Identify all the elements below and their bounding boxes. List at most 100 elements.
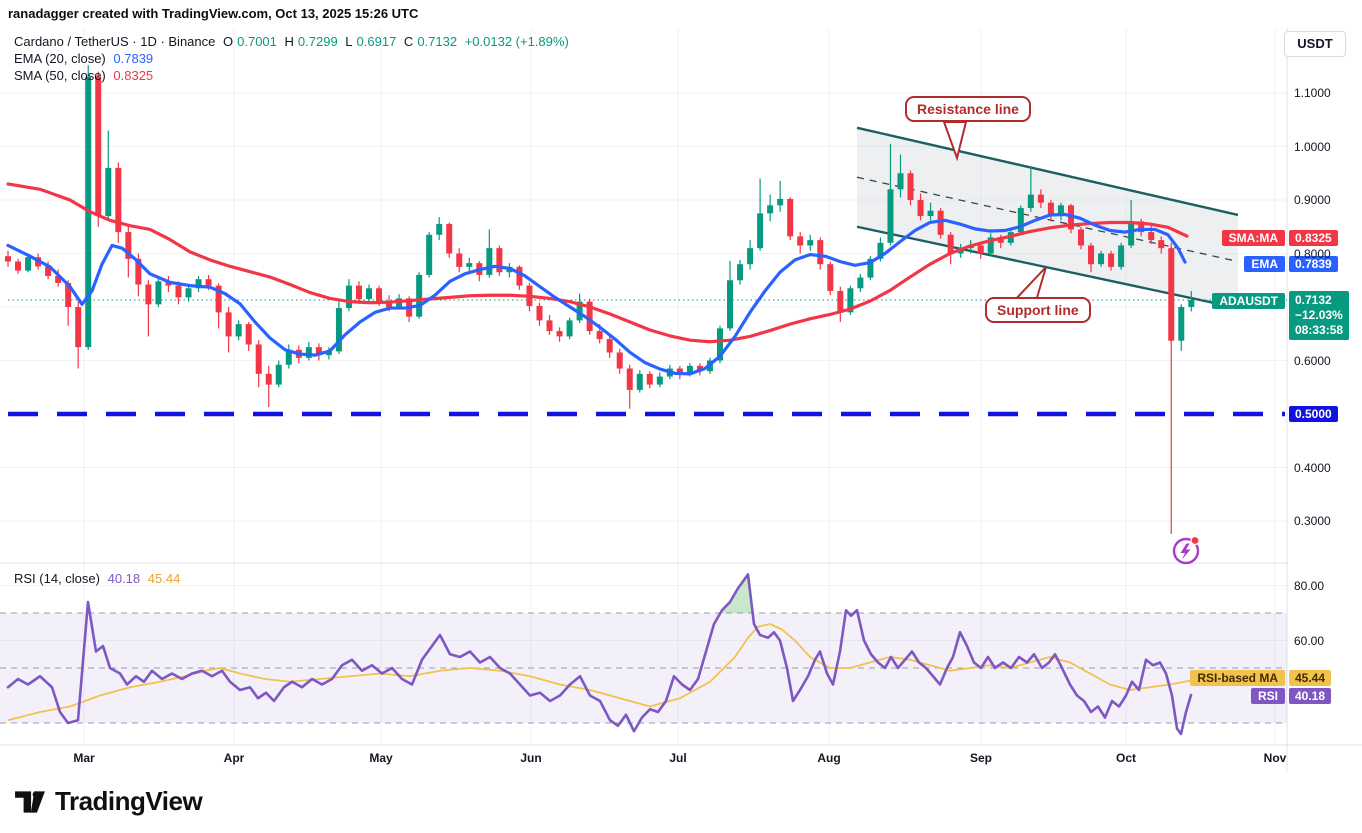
- candle-body: [566, 320, 573, 337]
- support-trendline[interactable]: [856, 225, 1239, 310]
- candle-body: [737, 264, 744, 281]
- candle-body: [175, 285, 182, 298]
- change-value: +0.0132 (+1.89%): [464, 34, 569, 49]
- rsi-ma-line[interactable]: [7, 623, 1192, 722]
- candle-body: [646, 373, 653, 385]
- candle-body: [155, 281, 162, 305]
- candle-body: [1128, 221, 1135, 246]
- candle-body: [1148, 232, 1155, 241]
- candle-body: [606, 339, 613, 353]
- candle-body: [75, 307, 82, 348]
- channel-midline[interactable]: [856, 176, 1239, 263]
- last-price-badge: 0.7132 −12.03% 08:33:58: [1289, 291, 1350, 340]
- open-label: O: [223, 34, 234, 49]
- candle-body: [596, 331, 603, 340]
- last-price-value: 0.7132: [1295, 293, 1332, 307]
- candle-body: [345, 285, 352, 309]
- sma-axis-label: SMA:MA: [1221, 230, 1285, 246]
- price-tick-label: 1.1000: [1294, 86, 1331, 100]
- candle-body: [777, 198, 784, 206]
- support-callout-tail: [1011, 266, 1047, 302]
- rsi-pane[interactable]: [0, 573, 1287, 736]
- price-tick-label: 1.0000: [1294, 139, 1331, 154]
- time-tick-label: Jul: [669, 751, 687, 765]
- low-value: 0.6917: [356, 34, 397, 49]
- candle-body: [1158, 240, 1165, 249]
- support-callout[interactable]: Support line: [985, 297, 1091, 323]
- tradingview-logo-glyph: [15, 790, 45, 813]
- rsi-line[interactable]: [6, 573, 1193, 736]
- candle-body: [516, 266, 523, 286]
- time-tick-label: Aug: [817, 751, 841, 765]
- rsi-axis-label: RSI: [1250, 688, 1285, 704]
- candle-body: [917, 200, 924, 217]
- close-label: C: [403, 34, 414, 49]
- symbol-axis-label: ADAUSDT: [1212, 293, 1285, 309]
- time-tick-label: Jun: [520, 751, 542, 765]
- candle-body: [125, 232, 132, 259]
- drawing-layer[interactable]: [942, 121, 1200, 565]
- resistance-trendline[interactable]: [856, 126, 1239, 217]
- candle-body: [877, 242, 884, 259]
- tradingview-logo[interactable]: TradingView: [14, 786, 203, 817]
- candle-body: [616, 352, 623, 369]
- bar-countdown: 08:33:58: [1295, 323, 1344, 337]
- sma-axis-value: 0.8325: [1289, 230, 1338, 246]
- candle-body: [135, 258, 142, 285]
- rsi-ma-axis-label: RSI-based MA: [1190, 670, 1285, 686]
- sma50-line[interactable]: [6, 182, 1189, 344]
- candle-body: [105, 167, 112, 217]
- candle-body: [496, 248, 503, 273]
- rsi-legend[interactable]: RSI (14, close) 40.18 45.44: [14, 571, 184, 586]
- candle-body: [215, 285, 222, 313]
- ema-legend[interactable]: EMA (20, close) 0.7839: [14, 51, 157, 66]
- candle-body: [807, 240, 814, 246]
- currency-unit-button[interactable]: USDT: [1284, 31, 1346, 57]
- candle-body: [315, 347, 322, 356]
- candle-body: [847, 288, 854, 313]
- candle-body: [55, 275, 62, 283]
- candle-body: [937, 210, 944, 235]
- candle-body: [576, 301, 583, 321]
- candle-body: [1118, 245, 1125, 267]
- rsi-axis-value: 40.18: [1289, 688, 1332, 704]
- sma-legend[interactable]: SMA (50, close) 0.8325: [14, 68, 157, 83]
- symbol-title: Cardano / TetherUS · 1D · Binance: [14, 34, 216, 49]
- candle-body: [65, 282, 72, 307]
- candle-body: [416, 274, 423, 317]
- candle-body: [1188, 299, 1195, 307]
- time-tick-label: Oct: [1115, 751, 1137, 765]
- price-pane[interactable]: [5, 65, 1287, 534]
- ema20-line[interactable]: [6, 212, 1187, 376]
- symbol-legend[interactable]: Cardano / TetherUS · 1D · Binance O 0.700…: [14, 34, 573, 49]
- candle-body: [1098, 253, 1105, 265]
- rsi-legend-label: RSI (14, close): [14, 571, 100, 586]
- candle-body: [486, 248, 493, 275]
- support-level-badge: 0.5000: [1289, 406, 1338, 422]
- candle-body: [285, 349, 292, 365]
- candle-body: [947, 234, 954, 254]
- candle-body: [95, 76, 102, 217]
- candle-body: [907, 173, 914, 200]
- candle-body: [5, 256, 11, 262]
- candle-body: [1057, 205, 1064, 217]
- time-tick-label: May: [369, 751, 393, 765]
- ema-legend-value: 0.7839: [113, 51, 154, 66]
- candle-body: [205, 279, 212, 286]
- candle-body: [456, 253, 463, 267]
- candle-body: [145, 284, 152, 305]
- candle-body: [546, 320, 553, 332]
- candle-body: [716, 328, 723, 361]
- price-tick-label: 0.8000: [1294, 246, 1331, 261]
- high-value: 0.7299: [297, 34, 338, 49]
- candle-body: [436, 224, 443, 235]
- ema-legend-label: EMA (20, close): [14, 51, 106, 66]
- candle-body: [626, 368, 633, 390]
- rsi-tick-label: 60.00: [1294, 633, 1325, 648]
- time-tick-label: Apr: [223, 751, 245, 765]
- flash-event-icon[interactable]: [1172, 535, 1200, 565]
- resistance-callout[interactable]: Resistance line: [905, 96, 1031, 122]
- time-tick-label: Mar: [73, 751, 95, 765]
- high-label: H: [284, 34, 294, 49]
